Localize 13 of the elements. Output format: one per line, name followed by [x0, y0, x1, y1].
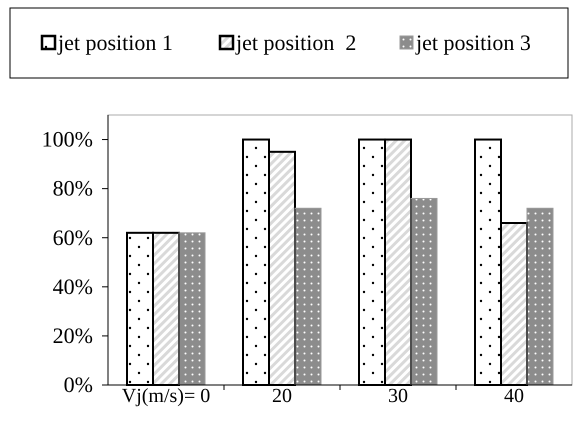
x-tick-label: Vj(m/s)= 0 — [122, 385, 210, 407]
y-tick-label: 80% — [52, 176, 93, 201]
y-tick-label: 100% — [42, 126, 93, 152]
y-tick-label: 60% — [52, 224, 93, 250]
x-tick-label: 40 — [504, 385, 524, 407]
x-tick-label: 20 — [272, 385, 292, 407]
x-tick-label: 30 — [388, 385, 408, 407]
legend-label: jet position 1 — [57, 30, 173, 55]
legend-label: jet position 2 — [235, 30, 356, 55]
y-tick-label: 40% — [52, 274, 93, 299]
legend-label: jet position 3 — [415, 30, 531, 55]
y-tick-label: 0% — [64, 372, 93, 398]
y-tick-label: 20% — [52, 322, 93, 348]
